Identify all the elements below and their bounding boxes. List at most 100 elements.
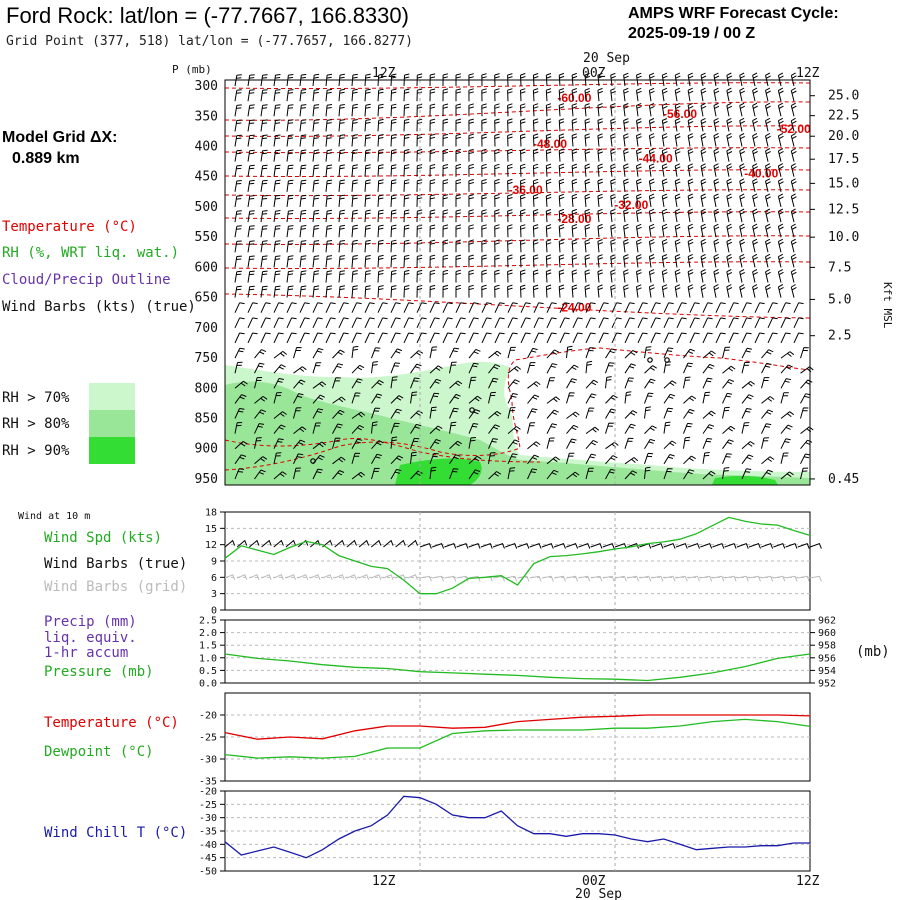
wind-barb xyxy=(661,118,668,132)
wind-barb xyxy=(687,284,694,298)
wind-barb xyxy=(455,224,462,238)
wind-barb xyxy=(520,269,526,283)
wind-barb xyxy=(377,239,384,253)
wind-barb xyxy=(585,407,595,419)
wind-barb xyxy=(571,148,578,162)
wind-barb xyxy=(597,148,603,162)
wind-barb xyxy=(377,149,384,162)
wind-barb xyxy=(585,467,594,480)
wind-barb xyxy=(623,284,629,298)
wind-barb xyxy=(520,178,526,192)
wind-barb xyxy=(532,118,539,132)
wind-barb xyxy=(468,194,474,207)
pressure-series xyxy=(224,653,811,682)
wind-barb xyxy=(687,269,694,283)
wind-barb xyxy=(507,178,513,192)
wind-barb xyxy=(661,208,668,223)
wind-barb xyxy=(234,302,245,313)
wind-barb xyxy=(790,132,797,147)
wind-barb xyxy=(286,149,294,162)
wind-barb xyxy=(273,332,284,344)
wind-barb xyxy=(683,422,693,434)
pressure-tick-label: 800 xyxy=(195,381,218,396)
forecast-cycle-label: AMPS WRF Forecast Cycle: xyxy=(628,5,839,22)
wind-barb xyxy=(338,209,345,223)
wind-barb xyxy=(571,103,578,117)
wind-barb xyxy=(572,332,583,344)
wind-barb xyxy=(293,439,306,450)
wind-barb xyxy=(234,408,245,419)
wind-barb-true xyxy=(468,542,481,549)
wind-barb xyxy=(597,103,603,117)
wind-barb xyxy=(429,88,436,102)
wind-barb xyxy=(674,87,681,102)
wind-barb-true xyxy=(285,539,297,548)
calm-wind-marker xyxy=(647,357,653,363)
wind-barb xyxy=(507,379,520,389)
wind-barb xyxy=(713,223,720,238)
wind-barb xyxy=(416,332,427,344)
wind-barb xyxy=(585,393,597,404)
wind-barb xyxy=(455,179,462,192)
wind-barb xyxy=(546,456,560,465)
wind-barb-grid xyxy=(395,574,406,580)
wind-barb xyxy=(558,178,565,192)
wind-barb-grid xyxy=(785,575,798,582)
wind-barb xyxy=(546,377,556,389)
wind-barb xyxy=(687,208,694,223)
wind-barb xyxy=(790,148,797,162)
wind-barb xyxy=(533,302,544,313)
wind-barb xyxy=(520,163,526,177)
wind-barb xyxy=(623,72,629,87)
wind-barb xyxy=(636,284,642,298)
wind-barb xyxy=(687,133,694,147)
wind-barb xyxy=(377,317,388,329)
wind-barb xyxy=(793,332,804,344)
wind-barb-grid xyxy=(432,575,445,582)
wind-barb-grid xyxy=(419,575,432,582)
wind-barb xyxy=(390,362,400,374)
wind-barb xyxy=(455,332,466,344)
wind-barb xyxy=(234,270,242,283)
wind-barb xyxy=(338,134,345,147)
wind-barb xyxy=(312,209,320,223)
wind-barb xyxy=(507,407,516,419)
wind-barb xyxy=(455,254,462,268)
wind-barb xyxy=(790,117,797,132)
height-tick-label: 22.5 xyxy=(828,109,859,124)
wind-barb xyxy=(636,178,642,192)
y2-tick-label: 962 xyxy=(818,616,836,627)
wind-barb xyxy=(299,134,307,147)
wind-barb xyxy=(371,361,378,374)
wind-barb xyxy=(325,149,333,162)
wind-barb xyxy=(338,224,345,238)
wind-barb xyxy=(468,179,474,192)
wind-barb xyxy=(700,193,707,207)
wind-barb xyxy=(689,317,700,329)
wind-barb xyxy=(507,224,513,238)
wind-barb xyxy=(636,269,642,283)
wind-barb xyxy=(273,134,281,147)
wind-barb xyxy=(234,255,242,268)
wind-barb-true xyxy=(687,542,700,549)
wind-barb xyxy=(299,73,307,87)
wind-10m-panel: Wind at 10 m Wind Spd (kts) Wind Barbs (… xyxy=(18,508,822,617)
wind-barb xyxy=(338,240,345,253)
wind-barb xyxy=(644,392,654,404)
wind-barb xyxy=(364,209,371,223)
wind-barb xyxy=(377,209,384,223)
wind-barb xyxy=(507,254,513,268)
wind-barb xyxy=(650,302,661,313)
wind-barb xyxy=(390,134,397,147)
wind-barb xyxy=(351,224,358,238)
wind-barb xyxy=(722,365,736,374)
wind-barb xyxy=(777,117,784,132)
wind-barb xyxy=(584,193,591,207)
wind-barb xyxy=(312,394,325,404)
wind-barb xyxy=(571,88,578,102)
y-tick-label: -30 xyxy=(199,755,217,766)
wind-barb xyxy=(468,376,477,389)
wind-barb xyxy=(722,346,731,359)
wind-barb xyxy=(442,118,449,132)
wind-barb xyxy=(260,89,268,102)
